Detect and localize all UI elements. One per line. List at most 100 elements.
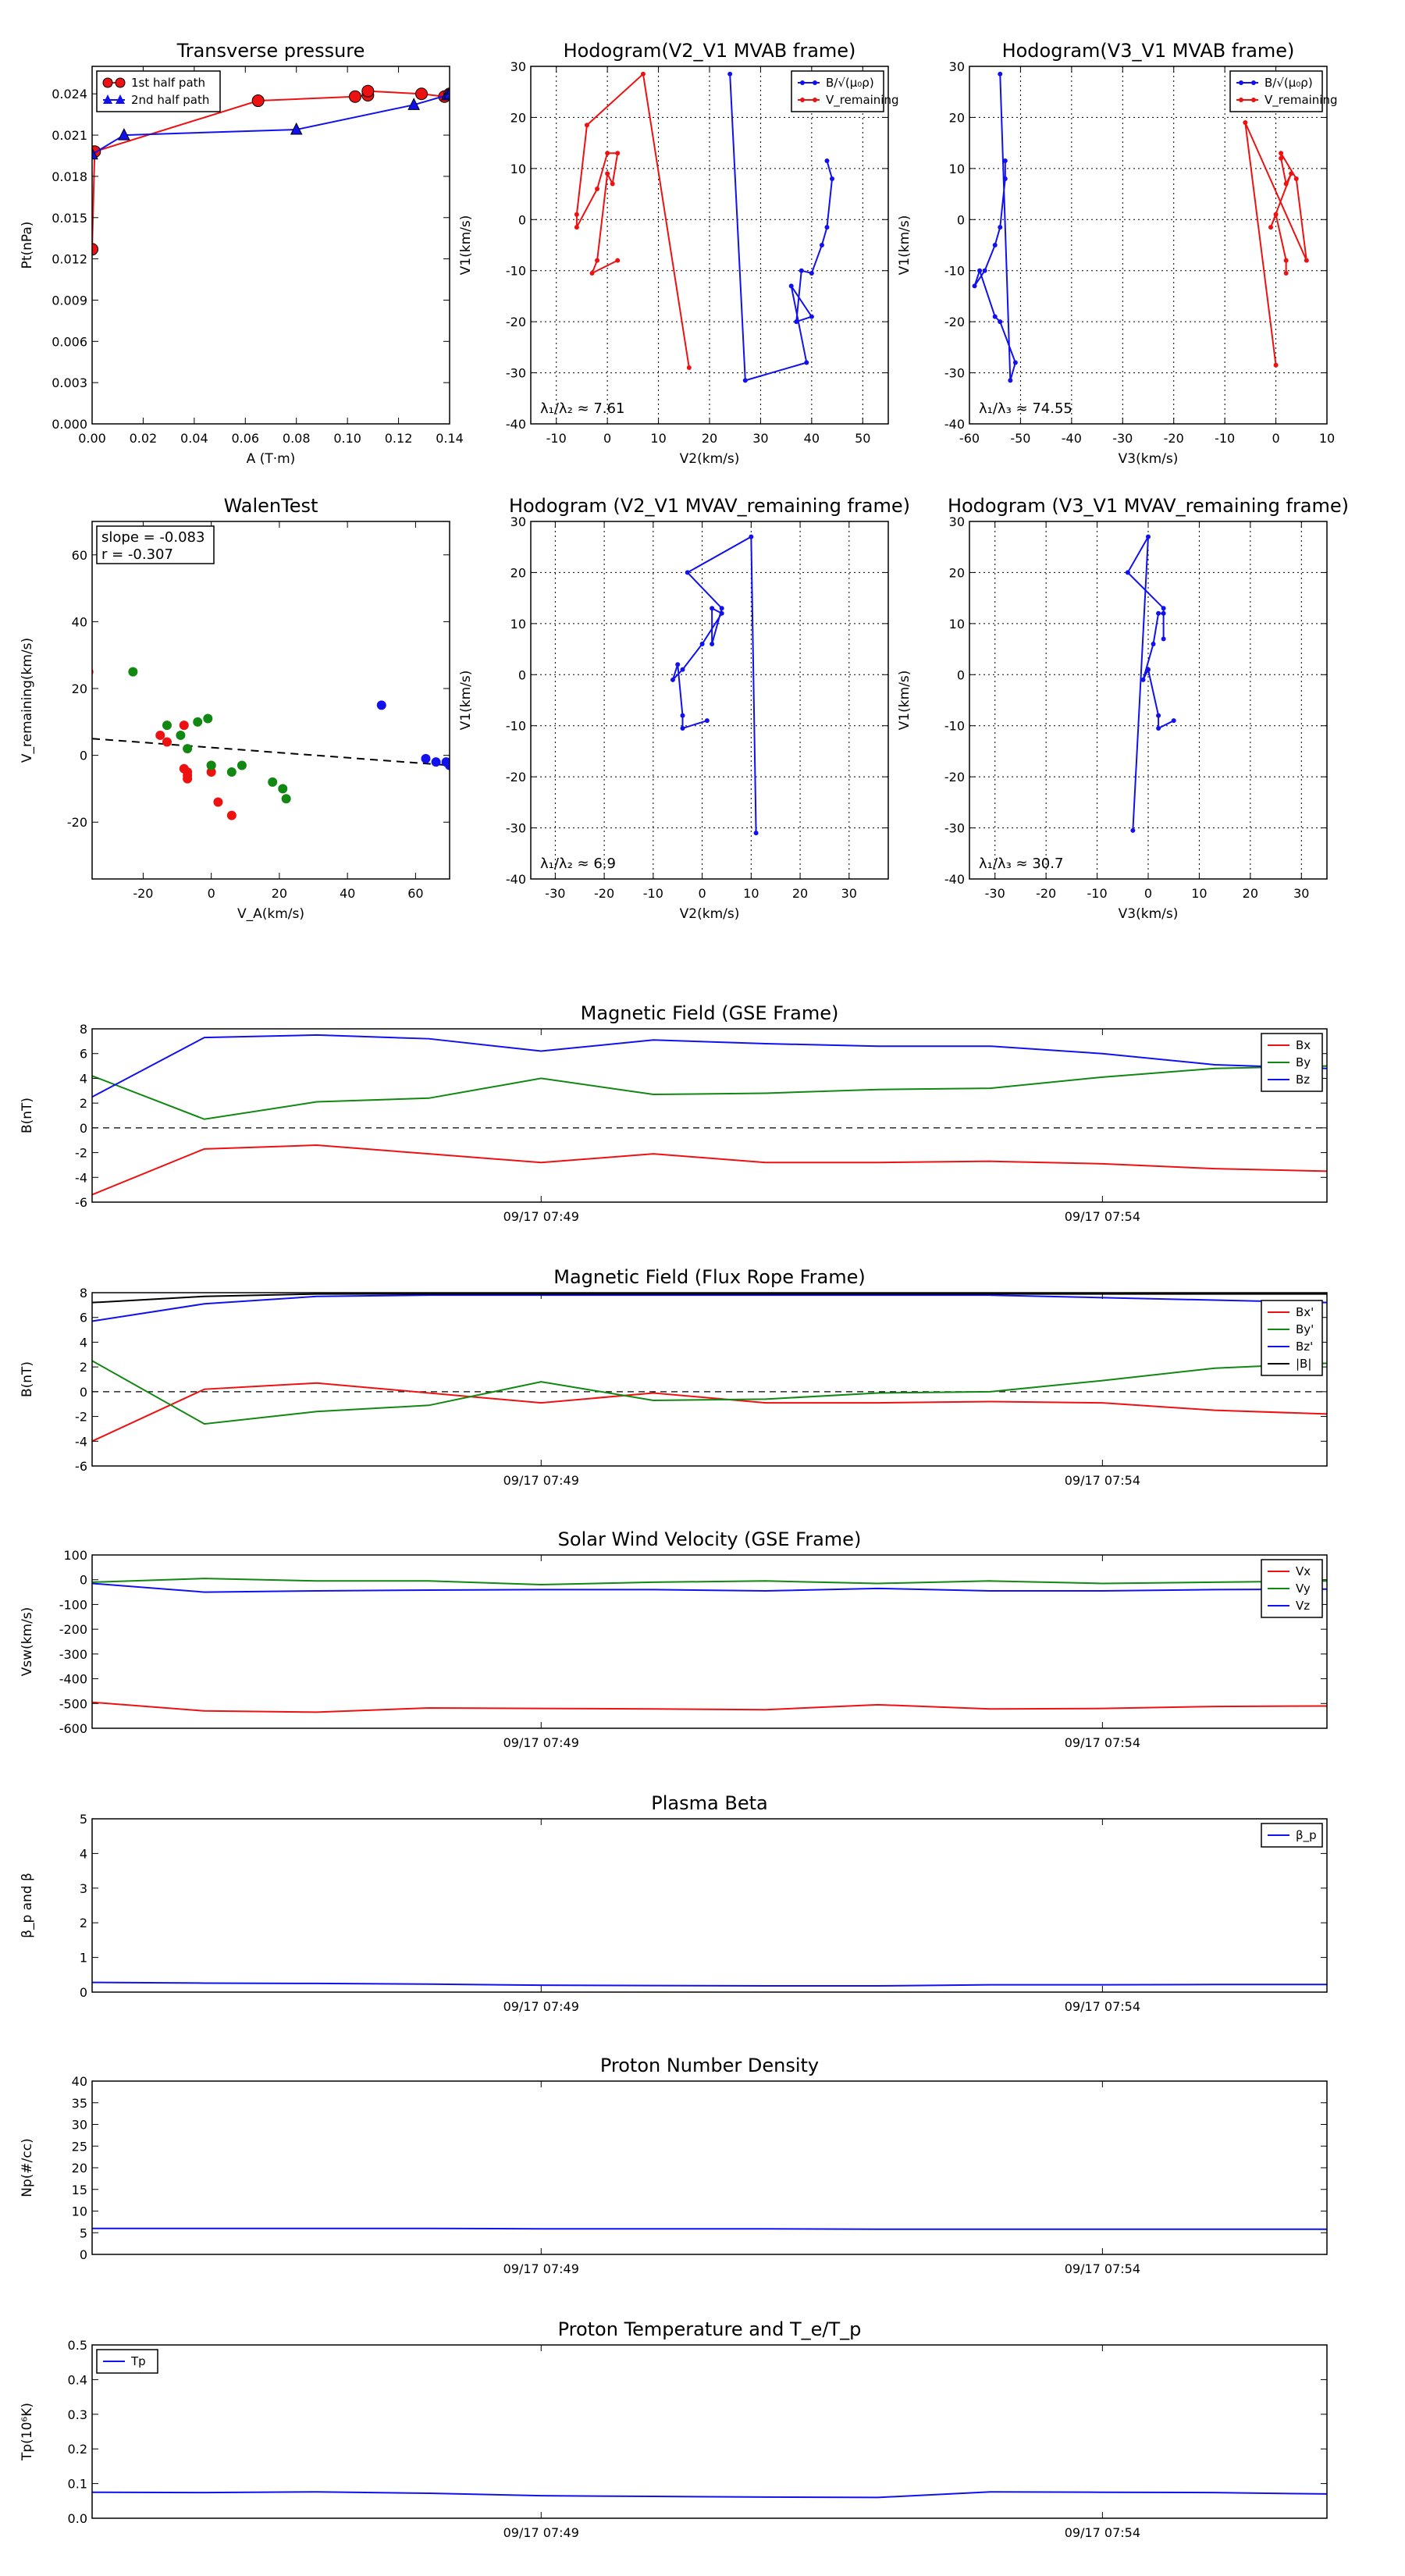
data-point xyxy=(206,760,216,770)
data-point xyxy=(699,642,705,647)
x-axis-label: V2(km/s) xyxy=(680,451,740,467)
y-tick-label: -30 xyxy=(506,821,526,836)
x-tick-label: 09/17 07:54 xyxy=(1065,1473,1140,1488)
plot-frame xyxy=(91,1292,1328,1467)
data-point xyxy=(203,713,213,724)
y-tick-label: 10 xyxy=(510,617,526,632)
y-tick-label: -40 xyxy=(506,417,526,432)
series-line-1 xyxy=(1244,122,1307,365)
data-point xyxy=(213,797,223,807)
y-tick-label: 0 xyxy=(80,1121,87,1136)
plot-area xyxy=(972,71,1309,383)
data-point xyxy=(727,71,733,76)
data-point xyxy=(680,667,685,672)
legend-label: Bz xyxy=(1296,1073,1310,1087)
y-tick-label: 0.1 xyxy=(68,2477,87,2492)
plot-area xyxy=(92,2491,1327,2499)
plot-frame xyxy=(969,66,1328,425)
data-point xyxy=(92,147,98,160)
series-line-0 xyxy=(92,90,450,250)
plot-area xyxy=(92,1578,1327,1713)
data-point xyxy=(376,700,386,710)
y-tick-label: -6 xyxy=(75,1459,87,1474)
data-point xyxy=(183,774,193,784)
y-tick-label: -30 xyxy=(944,821,965,836)
series-line-2 xyxy=(92,1034,1327,1098)
data-point xyxy=(431,757,441,767)
y-tick-label: 3 xyxy=(80,1881,87,1896)
x-tick-label: -50 xyxy=(1010,431,1030,446)
data-point xyxy=(415,87,429,101)
series-line-0 xyxy=(92,1382,1327,1443)
legend-marker xyxy=(1239,80,1243,85)
y-tick-label: -6 xyxy=(75,1195,87,1210)
legend-frame xyxy=(1229,70,1323,112)
data-point xyxy=(1146,534,1151,539)
x-tick-label: -20 xyxy=(1164,431,1184,446)
y-tick-label: -30 xyxy=(506,366,526,381)
x-tick-label: -10 xyxy=(1087,886,1108,901)
plot-area xyxy=(92,1293,1327,1443)
y-axis-label: V1(km/s) xyxy=(458,215,474,276)
data-point xyxy=(992,314,998,319)
x-tick-label: -30 xyxy=(1112,431,1133,446)
data-point xyxy=(640,71,646,76)
legend-label: B/√(μ₀ρ) xyxy=(1264,76,1313,90)
eigenvalue-ratio-label: λ₁/λ₂ ≈ 6.9 xyxy=(540,856,616,872)
y-tick-label: -2 xyxy=(75,1146,87,1161)
y-tick-label: 4 xyxy=(80,1846,87,1861)
data-point xyxy=(605,151,610,156)
y-tick-label: -20 xyxy=(944,770,965,785)
legend-label: Bx xyxy=(1296,1038,1311,1052)
x-tick-label: -10 xyxy=(643,886,663,901)
y-tick-label: 0.018 xyxy=(52,169,87,184)
legend-label: Vy xyxy=(1296,1582,1311,1596)
y-tick-label: 0 xyxy=(80,749,87,763)
y-axis-label: V1(km/s) xyxy=(897,215,912,276)
series-line-0 xyxy=(1126,536,1175,831)
chart-title: Proton Temperature and T_e/T_p xyxy=(558,2318,862,2340)
chart-hodogram-v2v1-mvav: Hodogram (V2_V1 MVAV_remaining frame) -40… xyxy=(458,495,910,922)
data-point xyxy=(794,319,799,325)
y-tick-label: -40 xyxy=(944,417,965,432)
legend-marker xyxy=(116,94,125,104)
x-tick-label: 30 xyxy=(841,886,857,901)
y-tick-label: 0 xyxy=(80,1985,87,2000)
y-tick-label: 2 xyxy=(80,1096,87,1111)
data-point xyxy=(686,365,692,371)
x-tick-label: 09/17 07:54 xyxy=(1065,1999,1140,2014)
y-tick-label: 30 xyxy=(510,514,526,529)
y-tick-label: -300 xyxy=(59,1647,87,1662)
data-point xyxy=(742,378,748,383)
x-tick-label: 0.14 xyxy=(436,431,464,446)
y-axis-label: V1(km/s) xyxy=(458,671,474,731)
legend-marker xyxy=(813,98,817,102)
data-point xyxy=(1002,158,1008,164)
data-point xyxy=(1156,713,1161,718)
data-point xyxy=(982,268,987,273)
x-tick-label: -20 xyxy=(133,886,153,901)
y-tick-label: 5 xyxy=(80,1812,87,1827)
data-point xyxy=(128,667,138,677)
y-tick-label: 0.003 xyxy=(52,375,87,390)
y-tick-label: -400 xyxy=(59,1672,87,1687)
y-tick-label: 0.3 xyxy=(68,2407,87,2422)
legend-marker xyxy=(1251,98,1256,102)
y-tick-label: 20 xyxy=(510,110,526,125)
data-point xyxy=(605,171,610,176)
legend: β_p xyxy=(1261,1823,1323,1848)
x-axis-label: V_A(km/s) xyxy=(237,906,304,922)
data-point xyxy=(1012,360,1018,365)
legend-label: Vx xyxy=(1296,1564,1311,1578)
data-point xyxy=(407,98,421,110)
data-point xyxy=(680,725,685,731)
y-axis-label: V_remaining(km/s) xyxy=(20,638,35,763)
x-tick-label: -20 xyxy=(594,886,614,901)
y-tick-label: 0.009 xyxy=(52,293,87,308)
chart-title: Hodogram (V3_V1 MVAV_remaining frame) xyxy=(948,495,1349,517)
x-axis-label: V3(km/s) xyxy=(1119,451,1179,467)
y-tick-label: 25 xyxy=(72,2139,87,2154)
y-tick-label: -10 xyxy=(506,719,526,734)
legend-label: β_p xyxy=(1296,1828,1317,1843)
x-tick-label: 20 xyxy=(702,431,717,446)
